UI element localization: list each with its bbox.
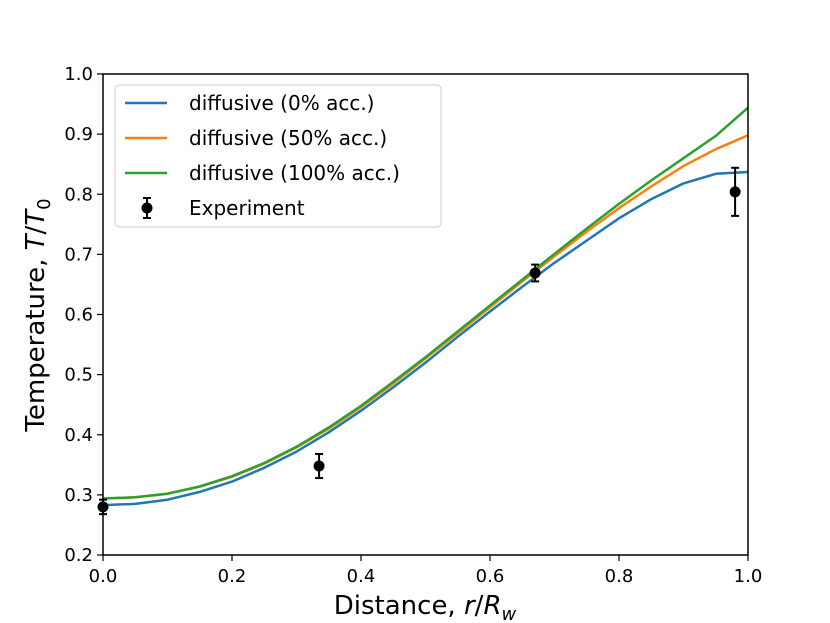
x-tick-label: 0.8 [605,566,634,587]
legend-box [114,84,442,228]
y-axis-label: Temperature, T/T0 [21,198,55,432]
x-tick-label: 0.6 [476,566,505,587]
legend-label-0: diffusive (0% acc.) [189,91,374,115]
y-tick-label: 0.6 [64,305,93,326]
experiment-point [313,460,325,472]
series-line-2 [102,106,749,500]
y-tick-label: 0.3 [64,485,93,506]
y-tick-label: 0.4 [64,425,93,446]
x-axis-label: Distance, r/Rw [334,591,517,623]
legend-marker [141,202,153,214]
x-tick-label: 0.4 [347,566,376,587]
y-tick-label: 1.0 [64,64,93,85]
legend-label-1: diffusive (50% acc.) [189,126,387,150]
legend: diffusive (0% acc.) diffusive (50% acc.) d… [114,84,442,228]
y-tick-label: 0.8 [64,184,93,205]
axis-ticks: 0.0 0.2 0.4 0.6 0.8 1.00.20.30.40.50.60.70.80… [64,64,762,587]
y-tick-label: 0.5 [64,365,93,386]
x-tick-label: 0.0 [89,566,118,587]
legend-label-3: Experiment [189,196,305,220]
plot-area [97,106,749,516]
y-tick-label: 0.2 [64,545,93,566]
y-tick-label: 0.9 [64,124,93,145]
y-tick-label: 0.7 [64,244,93,265]
experiment-point [529,267,541,279]
legend-label-2: diffusive (100% acc.) [189,161,400,185]
x-tick-label: 0.2 [218,566,247,587]
experiment-point [729,186,741,198]
series-line-0 [102,170,749,507]
x-tick-label: 1.0 [734,566,763,587]
